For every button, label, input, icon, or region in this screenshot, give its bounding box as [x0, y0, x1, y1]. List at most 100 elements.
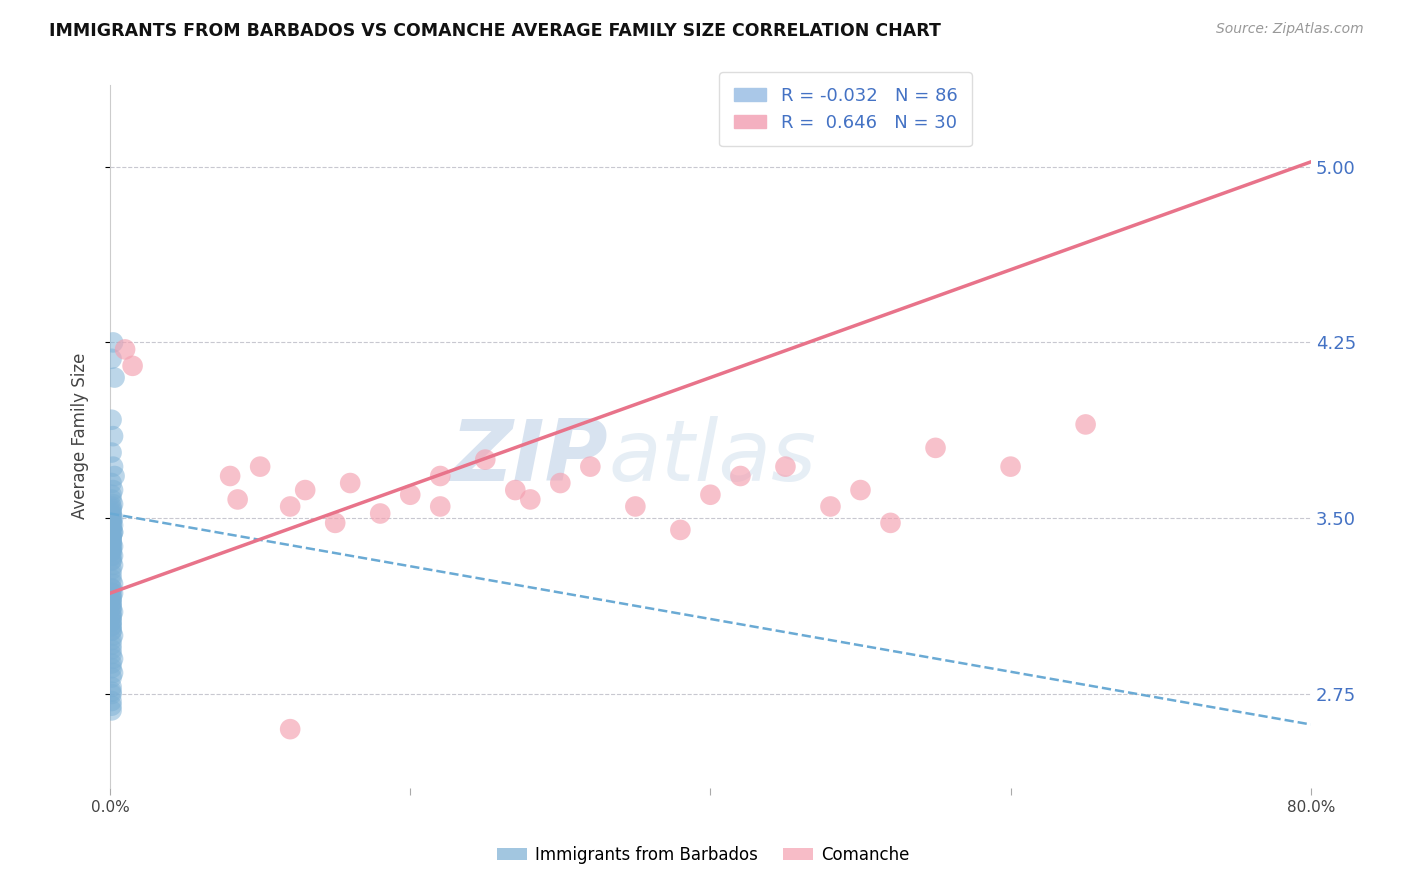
Point	[121, 359, 143, 373]
Point	[100, 687, 122, 701]
Point	[100, 537, 122, 551]
Point	[100, 703, 122, 717]
Point	[101, 577, 124, 591]
Point	[278, 500, 301, 514]
Point	[368, 507, 391, 521]
Point	[101, 665, 124, 680]
Point	[100, 500, 122, 514]
Legend: Immigrants from Barbados, Comanche: Immigrants from Barbados, Comanche	[489, 839, 917, 871]
Point	[879, 516, 901, 530]
Point	[100, 642, 122, 657]
Point	[775, 459, 797, 474]
Point	[429, 500, 451, 514]
Point	[730, 469, 752, 483]
Point	[278, 722, 301, 736]
Point	[100, 527, 122, 541]
Point	[100, 582, 122, 596]
Point	[100, 657, 122, 671]
Point	[100, 609, 122, 624]
Y-axis label: Average Family Size: Average Family Size	[72, 353, 89, 519]
Point	[101, 628, 124, 642]
Point	[669, 523, 692, 537]
Point	[249, 459, 271, 474]
Point	[429, 469, 451, 483]
Point	[101, 483, 124, 497]
Point	[101, 518, 124, 533]
Point	[100, 600, 122, 615]
Point	[579, 459, 602, 474]
Point	[100, 351, 122, 366]
Point	[294, 483, 316, 497]
Point	[101, 497, 124, 511]
Point	[114, 343, 136, 357]
Point	[100, 624, 122, 638]
Point	[100, 492, 122, 507]
Point	[503, 483, 526, 497]
Point	[100, 619, 122, 633]
Point	[100, 541, 122, 556]
Point	[219, 469, 242, 483]
Point	[100, 520, 122, 534]
Point	[100, 539, 122, 553]
Point	[1074, 417, 1097, 432]
Point	[100, 476, 122, 491]
Point	[101, 586, 124, 600]
Point	[100, 544, 122, 558]
Point	[100, 609, 122, 624]
Point	[100, 661, 122, 675]
Point	[323, 516, 346, 530]
Point	[100, 567, 122, 582]
Point	[100, 511, 122, 525]
Point	[100, 507, 122, 521]
Point	[100, 633, 122, 648]
Point	[624, 500, 647, 514]
Point	[100, 523, 122, 537]
Point	[101, 549, 124, 563]
Point	[100, 520, 122, 534]
Point	[100, 514, 122, 528]
Point	[100, 605, 122, 619]
Point	[849, 483, 872, 497]
Point	[474, 452, 496, 467]
Point	[100, 563, 122, 577]
Point	[1000, 459, 1022, 474]
Point	[100, 544, 122, 558]
Point	[820, 500, 842, 514]
Point	[100, 694, 122, 708]
Point	[100, 624, 122, 638]
Legend: R = -0.032   N = 86, R =  0.646   N = 30: R = -0.032 N = 86, R = 0.646 N = 30	[720, 72, 972, 146]
Point	[100, 698, 122, 713]
Point	[100, 684, 122, 698]
Point	[100, 516, 122, 530]
Point	[100, 596, 122, 610]
Point	[100, 534, 122, 549]
Point	[100, 591, 122, 605]
Point	[101, 335, 124, 350]
Point	[101, 459, 124, 474]
Point	[100, 680, 122, 694]
Point	[101, 429, 124, 443]
Point	[101, 652, 124, 666]
Point	[100, 596, 122, 610]
Point	[100, 530, 122, 544]
Point	[226, 492, 249, 507]
Point	[100, 516, 122, 530]
Point	[100, 549, 122, 563]
Point	[101, 539, 124, 553]
Point	[100, 582, 122, 596]
Point	[100, 591, 122, 605]
Point	[101, 558, 124, 572]
Point	[101, 605, 124, 619]
Point	[100, 615, 122, 629]
Text: atlas: atlas	[609, 416, 817, 499]
Point	[101, 525, 124, 540]
Point	[100, 600, 122, 615]
Point	[100, 534, 122, 549]
Point	[101, 511, 124, 525]
Text: Source: ZipAtlas.com: Source: ZipAtlas.com	[1216, 22, 1364, 37]
Point	[100, 413, 122, 427]
Point	[100, 553, 122, 567]
Point	[100, 533, 122, 547]
Point	[100, 586, 122, 600]
Point	[100, 508, 122, 523]
